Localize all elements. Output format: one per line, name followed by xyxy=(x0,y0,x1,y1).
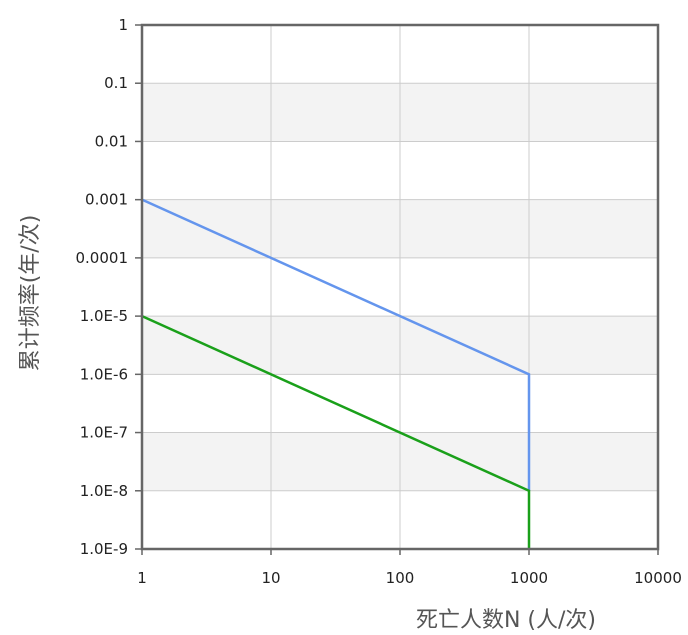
x-tick-label: 1000 xyxy=(510,569,548,587)
x-tick-label: 1 xyxy=(137,569,147,587)
series-lines xyxy=(141,198,531,549)
y-tick-label: 1.0E-7 xyxy=(80,424,128,442)
y-tick-labels: 1 0.1 0.01 0.001 0.0001 1.0E-5 1.0E-6 1.0E-7 1.0… xyxy=(76,16,129,558)
x-tick-labels: 1 10 100 1000 10000 xyxy=(137,569,682,587)
y-tick-label: 1 xyxy=(118,16,128,34)
series-line-1 xyxy=(141,198,531,491)
y-tick-label: 1.0E-5 xyxy=(80,307,128,325)
y-tick-label: 1.0E-8 xyxy=(80,482,128,500)
x-tick-label: 100 xyxy=(386,569,415,587)
y-tick-label: 1.0E-6 xyxy=(80,365,128,383)
x-tick-label: 10 xyxy=(261,569,280,587)
y-tick-label: 1.0E-9 xyxy=(80,540,128,558)
y-tick-label: 0.001 xyxy=(85,191,128,209)
series-line-2 xyxy=(141,314,531,549)
x-tick-label: 10000 xyxy=(634,569,682,587)
x-axis-title: 死亡人数N (人/次) xyxy=(416,608,596,633)
axis-ticks xyxy=(135,24,659,555)
y-axis-title: 累计频率(年/次) xyxy=(18,215,43,372)
y-tick-label: 0.0001 xyxy=(76,249,129,267)
y-tick-label: 0.01 xyxy=(95,132,128,150)
y-tick-label: 0.1 xyxy=(104,74,128,92)
